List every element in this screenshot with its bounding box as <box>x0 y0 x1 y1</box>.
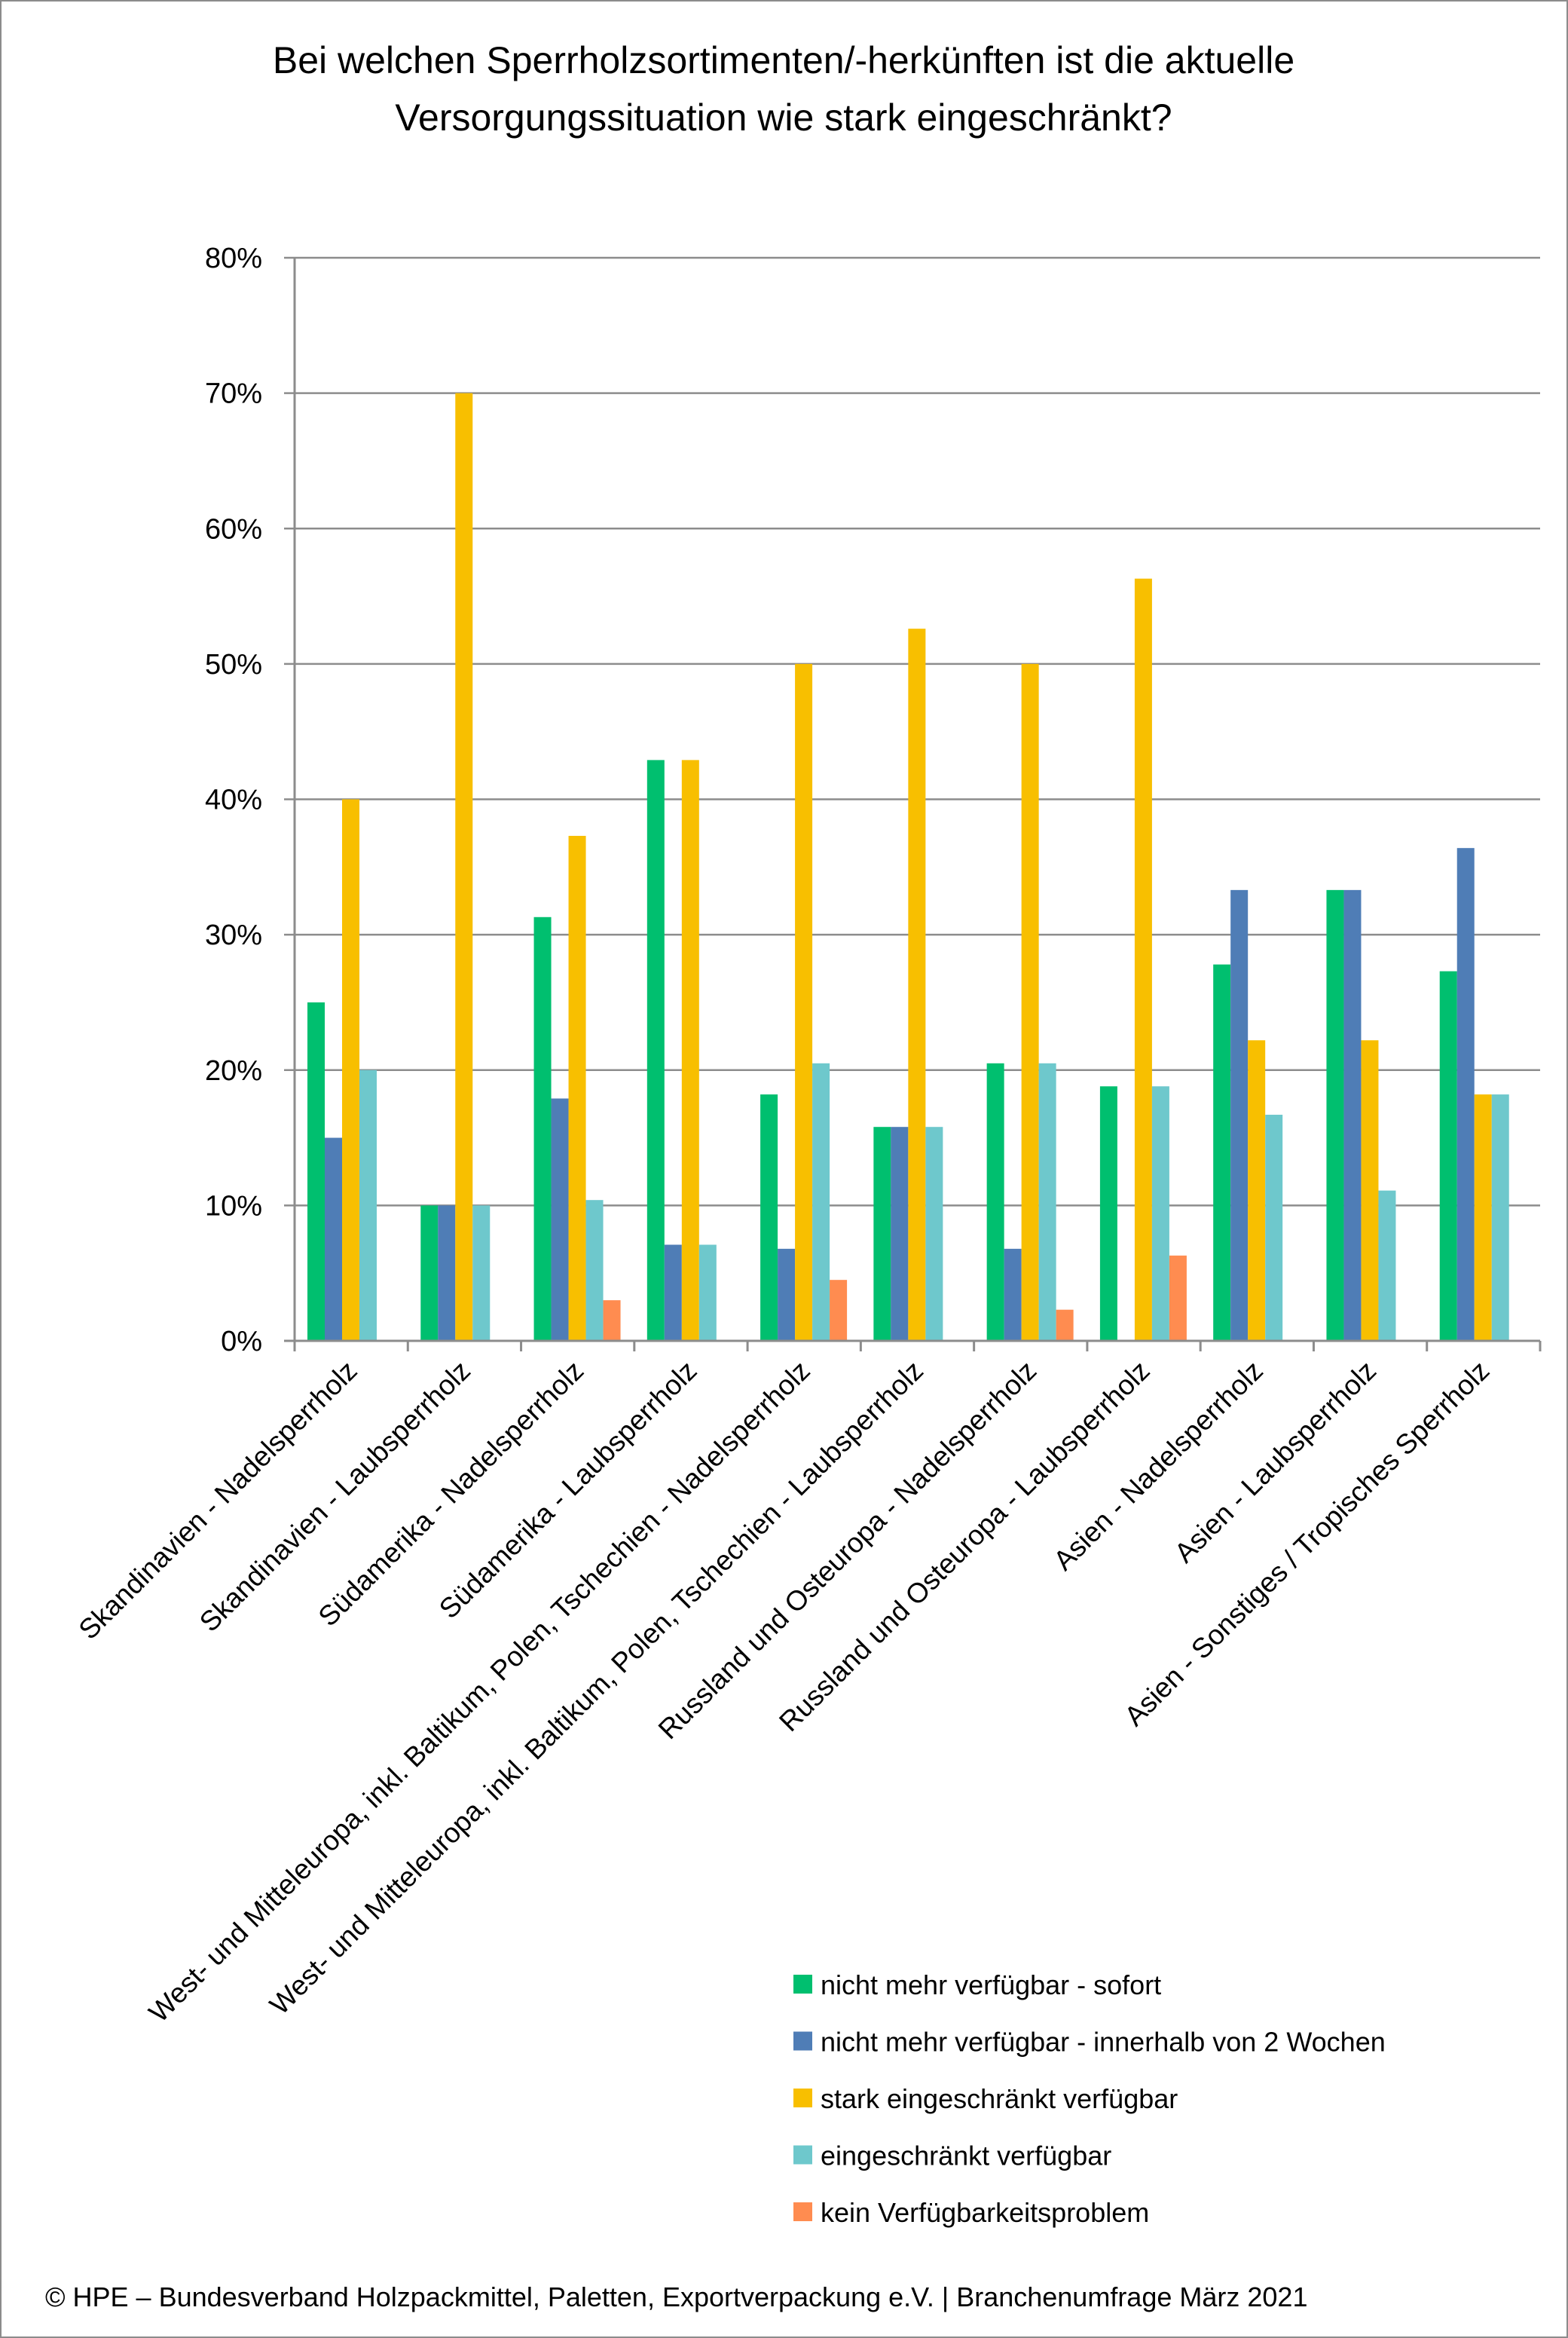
bar <box>778 1248 796 1341</box>
bar-group <box>307 799 377 1341</box>
bar <box>1491 1094 1509 1341</box>
bar <box>1134 578 1152 1341</box>
y-tick-label: 80% <box>205 243 262 274</box>
chart-title-line-1: Bei welchen Sperrholzsortimenten/-herkün… <box>273 39 1294 81</box>
bar-group <box>420 393 491 1341</box>
bar <box>1213 964 1231 1341</box>
bar <box>438 1205 456 1341</box>
legend-swatch <box>793 2145 812 2165</box>
bar-group <box>760 663 848 1341</box>
bar <box>325 1137 342 1341</box>
bar <box>925 1127 943 1341</box>
bar <box>795 663 813 1341</box>
bar <box>986 1063 1004 1341</box>
axes <box>284 258 1542 1351</box>
bar <box>568 835 586 1341</box>
bar <box>1265 1115 1283 1341</box>
bar <box>812 1063 830 1341</box>
bar <box>681 760 699 1341</box>
bar <box>585 1200 604 1341</box>
bar <box>1326 889 1344 1341</box>
y-tick-label: 60% <box>205 513 262 545</box>
bars <box>307 393 1509 1341</box>
bar <box>1004 1248 1022 1341</box>
bar <box>533 917 552 1341</box>
legend-label: stark eingeschränkt verfügbar <box>821 2083 1178 2114</box>
bar <box>1361 1040 1379 1341</box>
bar <box>1021 663 1039 1341</box>
bar <box>908 629 926 1341</box>
y-tick-label: 50% <box>205 649 262 681</box>
bar <box>646 760 665 1341</box>
x-category-label: Russland und Osteuropa - Nadelsperrholz <box>653 1355 1043 1746</box>
bar <box>1343 889 1362 1341</box>
y-tick-label: 30% <box>205 920 262 951</box>
chart-title-line-2: Versorgungssituation wie stark eingeschr… <box>395 96 1172 139</box>
y-tick-label: 40% <box>205 785 262 816</box>
y-tick-label: 0% <box>221 1326 262 1357</box>
x-axis-category-labels: Skandinavien - NadelsperrholzSkandinavie… <box>72 1355 1495 2028</box>
footer-copyright: © HPE – Bundesverband Holzpackmittel, Pa… <box>45 2281 1307 2312</box>
bar <box>455 393 473 1341</box>
legend-label: eingeschränkt verfügbar <box>821 2141 1111 2171</box>
bar <box>1056 1309 1074 1341</box>
bar <box>1474 1094 1492 1341</box>
legend-item: stark eingeschränkt verfügbar <box>793 2083 1178 2114</box>
y-axis-tick-labels: 0% 10% 20% 30% 40% 50% 60% 70% 80% <box>205 243 262 1357</box>
bar-group <box>1099 578 1187 1341</box>
y-tick-label: 20% <box>205 1055 262 1087</box>
bar <box>664 1244 682 1341</box>
legend-item: kein Verfügbarkeitsproblem <box>793 2197 1149 2228</box>
legend-label: nicht mehr verfügbar - sofort <box>821 1969 1161 2000</box>
bar <box>420 1205 439 1341</box>
bar-group <box>1326 889 1396 1341</box>
x-category-label: Asien - Laubsperrholz <box>1169 1355 1382 1568</box>
bar <box>698 1244 717 1341</box>
legend-label: kein Verfügbarkeitsproblem <box>821 2197 1149 2228</box>
bar <box>1151 1086 1169 1341</box>
bar <box>1230 889 1249 1341</box>
legend-swatch <box>793 1975 812 1994</box>
bar <box>760 1094 778 1341</box>
legend-item: eingeschränkt verfügbar <box>793 2141 1111 2171</box>
bar <box>603 1300 621 1341</box>
bar <box>1169 1255 1187 1341</box>
bar-group <box>1213 889 1283 1341</box>
bar-group <box>1439 848 1509 1341</box>
chart-title: Bei welchen Sperrholzsortimenten/-herkün… <box>273 39 1294 139</box>
legend-item: nicht mehr verfügbar - innerhalb von 2 W… <box>793 2027 1386 2058</box>
bar <box>873 1127 891 1341</box>
x-category-label: Asien - Nadelsperrholz <box>1047 1355 1269 1577</box>
bar <box>1439 971 1457 1341</box>
bar-group <box>873 629 943 1341</box>
bar <box>1248 1040 1266 1341</box>
bar <box>1456 848 1475 1341</box>
bar <box>1378 1190 1396 1341</box>
bar <box>551 1098 569 1341</box>
bar-group <box>986 663 1074 1341</box>
legend: nicht mehr verfügbar - sofort nicht mehr … <box>793 1969 1386 2228</box>
legend-swatch <box>793 2089 812 2107</box>
bar <box>472 1205 491 1341</box>
bar <box>1038 1063 1056 1341</box>
bar <box>342 799 359 1341</box>
bar <box>830 1280 848 1341</box>
legend-label: nicht mehr verfügbar - innerhalb von 2 W… <box>821 2027 1386 2058</box>
bar <box>1099 1086 1117 1341</box>
y-tick-label: 10% <box>205 1190 262 1222</box>
legend-swatch <box>793 2031 812 2051</box>
legend-swatch <box>793 2202 812 2221</box>
bar-group <box>533 835 621 1341</box>
y-tick-label: 70% <box>205 378 262 410</box>
bar <box>891 1127 909 1341</box>
bar-group <box>646 760 717 1341</box>
legend-item: nicht mehr verfügbar - sofort <box>793 1969 1161 2000</box>
bar <box>359 1070 377 1341</box>
bar <box>307 1002 325 1341</box>
